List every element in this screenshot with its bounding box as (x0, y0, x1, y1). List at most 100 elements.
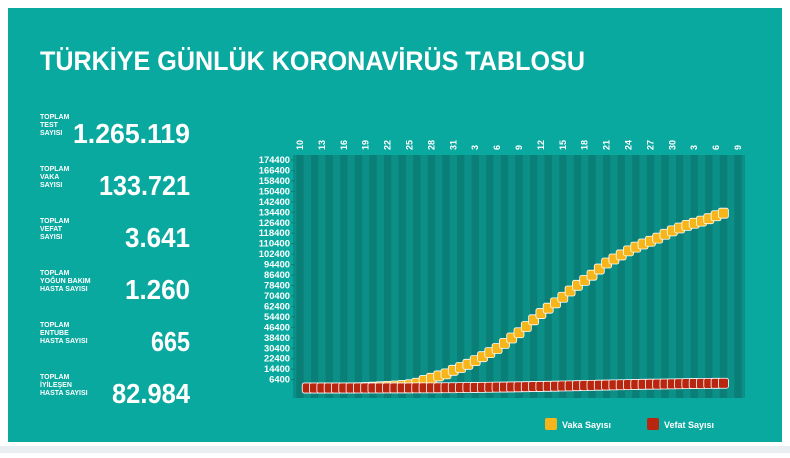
column-stripe (544, 155, 552, 398)
stat-label: VEFAT (40, 226, 63, 233)
column-stripe (398, 155, 406, 398)
column-stripe (340, 155, 348, 398)
x-tick-label: 19 (361, 140, 371, 150)
stat-label: HASTA SAYISI (40, 390, 88, 397)
y-tick-label: 110400 (259, 239, 290, 249)
y-tick-label: 54400 (264, 312, 290, 322)
column-stripe (486, 155, 494, 398)
y-tick-label: 102400 (259, 249, 290, 259)
y-tick-label: 86400 (264, 270, 290, 280)
stat-label: TOPLAM (40, 322, 70, 329)
column-stripe (719, 155, 728, 398)
x-tick-label: 9 (733, 145, 743, 150)
column-stripe (325, 155, 333, 398)
column-stripe (427, 155, 436, 398)
legend-swatch (545, 418, 557, 430)
stat-value: 82.984 (112, 378, 190, 409)
column-stripe (384, 155, 392, 398)
stat-label: TEST (40, 122, 59, 129)
legend-label: Vaka Sayısı (562, 420, 611, 430)
x-tick-label: 16 (339, 140, 349, 150)
column-stripe (559, 155, 567, 398)
column-stripe (354, 155, 363, 398)
x-tick-label: 6 (492, 145, 502, 150)
y-tick-label: 46400 (264, 322, 290, 332)
y-tick-label: 174400 (259, 155, 290, 165)
stat-label: TOPLAM (40, 218, 70, 225)
stat-label: TOPLAM (40, 114, 70, 121)
column-stripe (530, 155, 538, 398)
x-tick-label: 10 (295, 140, 305, 150)
stat-label: ENTUBE (40, 330, 69, 337)
column-stripe (369, 155, 377, 398)
stat-label: SAYISI (40, 234, 62, 241)
x-tick-label: 18 (580, 140, 590, 150)
column-stripe (632, 155, 640, 398)
stat-value: 3.641 (125, 222, 190, 253)
column-stripe (515, 155, 523, 398)
stat-label: SAYISI (40, 182, 62, 189)
stat-label: VAKA (40, 174, 59, 181)
y-tick-label: 166400 (259, 165, 290, 175)
y-tick-label: 94400 (264, 260, 290, 270)
y-tick-label: 150400 (259, 186, 290, 196)
x-tick-label: 31 (448, 140, 458, 150)
x-tick-label: 30 (667, 140, 677, 150)
y-tick-label: 62400 (264, 301, 290, 311)
stat-label: HASTA SAYISI (40, 286, 88, 293)
column-stripe (734, 155, 742, 398)
y-tick-label: 142400 (259, 197, 290, 207)
stat-value: 665 (151, 326, 190, 357)
x-tick-label: 6 (711, 145, 721, 150)
stat-label: HASTA SAYISI (40, 338, 88, 345)
stat-value: 1.265.119 (73, 118, 190, 149)
stat-label: İYİLEŞEN (40, 381, 72, 389)
x-tick-label: 25 (405, 140, 415, 150)
x-tick-label: 12 (536, 140, 546, 150)
y-tick-label: 118400 (259, 228, 290, 238)
stat-value: 133.721 (99, 170, 190, 201)
column-stripe (646, 155, 655, 398)
column-stripe (457, 155, 465, 398)
stat-label: SAYISI (40, 130, 62, 137)
x-tick-label: 28 (426, 140, 436, 150)
y-tick-label: 14400 (264, 364, 290, 374)
footer-strip (0, 446, 790, 453)
y-tick-label: 126400 (259, 218, 290, 228)
y-tick-label: 6400 (269, 375, 290, 385)
column-stripe (676, 155, 684, 398)
column-stripe (296, 155, 304, 398)
y-tick-label: 134400 (259, 207, 290, 217)
column-stripe (471, 155, 479, 398)
stat-label: YOĞUN BAKIM (40, 276, 91, 285)
y-tick-label: 30400 (264, 343, 290, 353)
x-tick-label: 27 (645, 140, 655, 150)
y-tick-label: 38400 (264, 333, 290, 343)
column-stripe (442, 155, 450, 398)
column-stripe (705, 155, 713, 398)
column-stripe (573, 155, 582, 398)
stat-value: 1.260 (125, 274, 190, 305)
x-tick-label: 15 (558, 140, 568, 150)
column-stripe (617, 155, 625, 398)
legend-label: Vefat Sayısı (664, 420, 714, 430)
column-stripe (500, 155, 509, 398)
x-tick-label: 13 (317, 140, 327, 150)
stat-label: TOPLAM (40, 270, 70, 277)
point (718, 377, 729, 389)
x-tick-label: 22 (383, 140, 393, 150)
x-tick-label: 9 (514, 145, 524, 150)
y-tick-label: 78400 (264, 281, 290, 291)
column-stripe (661, 155, 669, 398)
x-tick-label: 21 (602, 140, 612, 150)
title: TÜRKİYE GÜNLÜK KORONAVİRÜS TABLOSU (40, 46, 585, 76)
y-tick-label: 70400 (264, 291, 290, 301)
x-tick-label: 24 (624, 140, 634, 150)
x-tick-label: 3 (689, 145, 699, 150)
column-stripe (311, 155, 319, 398)
column-stripe (690, 155, 698, 398)
y-tick-label: 158400 (259, 176, 290, 186)
column-stripe (413, 155, 421, 398)
legend-swatch (647, 418, 659, 430)
